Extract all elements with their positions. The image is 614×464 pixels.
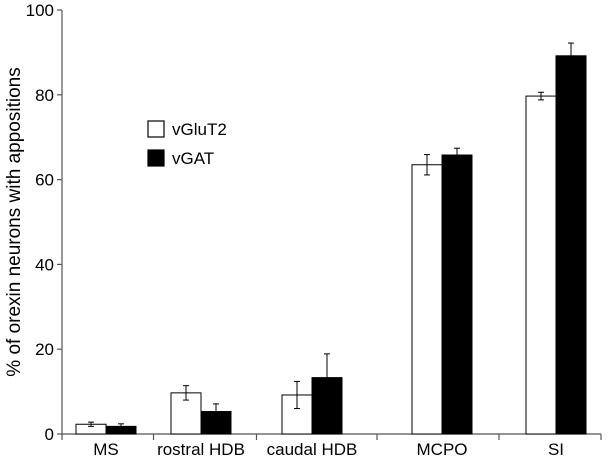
y-tick-label: 100 bbox=[26, 1, 54, 20]
x-category-label: rostral HDB bbox=[157, 440, 245, 459]
legend-label-vgat: vGAT bbox=[172, 149, 214, 168]
y-tick-label: 80 bbox=[35, 86, 54, 105]
y-tick-label: 0 bbox=[45, 425, 54, 444]
x-category-label: caudal HDB bbox=[267, 440, 358, 459]
legend-swatch-vglut2 bbox=[147, 120, 165, 138]
x-category-label: MS bbox=[93, 440, 119, 459]
x-category-label: SI bbox=[548, 440, 564, 459]
bars bbox=[75, 42, 587, 435]
legend-swatch-vgat bbox=[147, 149, 165, 167]
bar-vglut2-5 bbox=[525, 95, 557, 435]
x-category-label: MCPO bbox=[417, 440, 468, 459]
y-axis-title: % of orexin neurons with appositions bbox=[4, 67, 25, 376]
legend-label-vglut2: vGluT2 bbox=[172, 120, 227, 139]
bar-vglut2-4 bbox=[411, 164, 443, 435]
bar-vgat-4 bbox=[441, 154, 473, 435]
bar-vgat-5 bbox=[555, 55, 587, 435]
legend: vGluT2 vGAT bbox=[147, 120, 227, 168]
y-tick-label: 40 bbox=[35, 255, 54, 274]
axes bbox=[57, 9, 602, 440]
bar-vglut2-2 bbox=[170, 392, 202, 435]
y-tick-label: 20 bbox=[35, 340, 54, 359]
labels: 0 20 40 60 80 100 MS rostral HDB caudal HDB MCPO S… bbox=[4, 1, 564, 459]
y-tick-label: 60 bbox=[35, 171, 54, 190]
